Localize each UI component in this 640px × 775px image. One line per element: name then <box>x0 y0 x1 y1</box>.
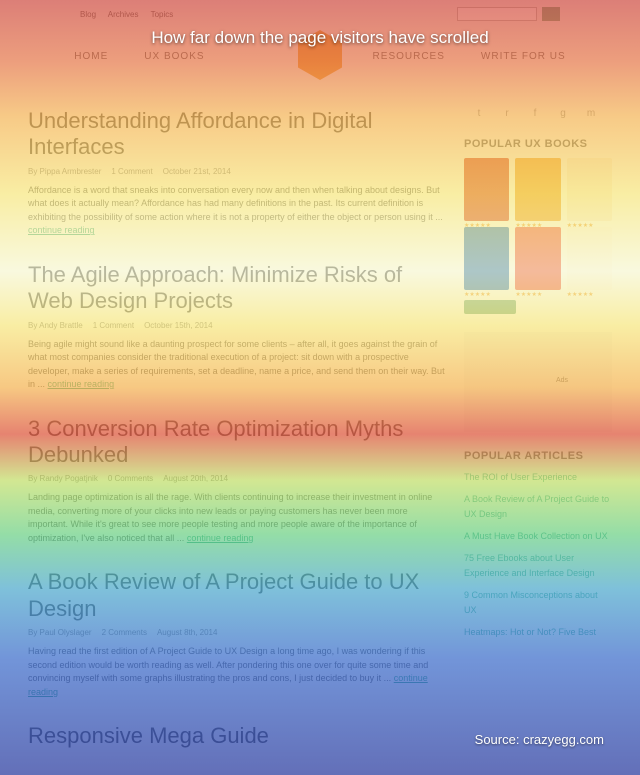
article-excerpt: Landing page optimization is all the rag… <box>28 491 446 545</box>
search-button[interactable] <box>542 7 560 21</box>
articles-heading: POPULAR ARTICLES <box>464 450 612 462</box>
popular-article-link[interactable]: 9 Common Misconceptions about UX <box>464 588 612 617</box>
article-excerpt: Having read the first edition of A Proje… <box>28 645 446 699</box>
top-bar: Blog Archives Topics <box>28 6 612 22</box>
article-item: Responsive Mega Guide <box>28 723 446 749</box>
top-link[interactable]: Archives <box>108 10 139 19</box>
book-item[interactable]: ★★★★★ <box>567 158 612 221</box>
sidebar: t r f g m POPULAR UX BOOKS ★★★★★★★★★★★★★… <box>464 108 612 774</box>
article-item: A Book Review of A Project Guide to UX D… <box>28 569 446 699</box>
article-item: Understanding Affordance in Digital Inte… <box>28 108 446 238</box>
book-item[interactable]: ★★★★★ <box>464 158 509 221</box>
popular-article-link[interactable]: A Book Review of A Project Guide to UX D… <box>464 492 612 521</box>
continue-link[interactable]: continue reading <box>48 379 115 389</box>
article-excerpt: Affordance is a word that sneaks into co… <box>28 184 446 238</box>
article-title[interactable]: 3 Conversion Rate Optimization Myths Deb… <box>28 416 446 469</box>
book-item[interactable]: ★★★★★ <box>464 227 509 290</box>
book-item[interactable]: ★★★★★ <box>515 158 560 221</box>
article-excerpt: Being agile might sound like a daunting … <box>28 338 446 392</box>
underlying-page: Blog Archives Topics HOME UX BOOKS RESOU… <box>0 0 640 775</box>
source-credit: Source: crazyegg.com <box>475 732 604 747</box>
facebook-icon[interactable]: f <box>528 108 542 122</box>
article-title[interactable]: Understanding Affordance in Digital Inte… <box>28 108 446 161</box>
continue-link[interactable]: continue reading <box>187 533 254 543</box>
top-link[interactable]: Blog <box>80 10 96 19</box>
book-grid: ★★★★★★★★★★★★★★★★★★★★★★★★★★★★★★ <box>464 158 612 290</box>
search-input[interactable] <box>457 7 537 21</box>
more-books-button[interactable] <box>464 300 516 314</box>
book-item[interactable]: ★★★★★ <box>515 227 560 290</box>
popular-article-link[interactable]: 75 Free Ebooks about User Experience and… <box>464 551 612 580</box>
heatmap-caption: How far down the page visitors have scro… <box>0 28 640 48</box>
popular-articles: The ROI of User Experience A Book Review … <box>464 470 612 640</box>
popular-article-link[interactable]: The ROI of User Experience <box>464 470 612 484</box>
article-title[interactable]: A Book Review of A Project Guide to UX D… <box>28 569 446 622</box>
book-item[interactable]: ★★★★★ <box>567 227 612 290</box>
article-title[interactable]: The Agile Approach: Minimize Risks of We… <box>28 262 446 315</box>
nav-home[interactable]: HOME <box>74 51 108 62</box>
article-title[interactable]: Responsive Mega Guide <box>28 723 446 749</box>
top-link[interactable]: Topics <box>151 10 174 19</box>
continue-link[interactable]: continue reading <box>28 225 95 235</box>
mail-icon[interactable]: m <box>584 108 598 122</box>
rss-icon[interactable]: r <box>500 108 514 122</box>
article-item: 3 Conversion Rate Optimization Myths Deb… <box>28 416 446 546</box>
books-heading: POPULAR UX BOOKS <box>464 138 612 150</box>
nav-resources[interactable]: RESOURCES <box>373 51 445 62</box>
ad-label: Ads <box>556 377 568 384</box>
google-icon[interactable]: g <box>556 108 570 122</box>
article-item: The Agile Approach: Minimize Risks of We… <box>28 262 446 392</box>
popular-article-link[interactable]: A Must Have Book Collection on UX <box>464 529 612 543</box>
nav-uxbooks[interactable]: UX BOOKS <box>144 51 204 62</box>
twitter-icon[interactable]: t <box>472 108 486 122</box>
popular-article-link[interactable]: Heatmaps: Hot or Not? Five Best <box>464 625 612 639</box>
ad-space <box>464 332 612 432</box>
article-list: Understanding Affordance in Digital Inte… <box>28 108 446 774</box>
nav-write[interactable]: WRITE FOR US <box>481 51 566 62</box>
social-icons: t r f g m <box>464 108 612 122</box>
